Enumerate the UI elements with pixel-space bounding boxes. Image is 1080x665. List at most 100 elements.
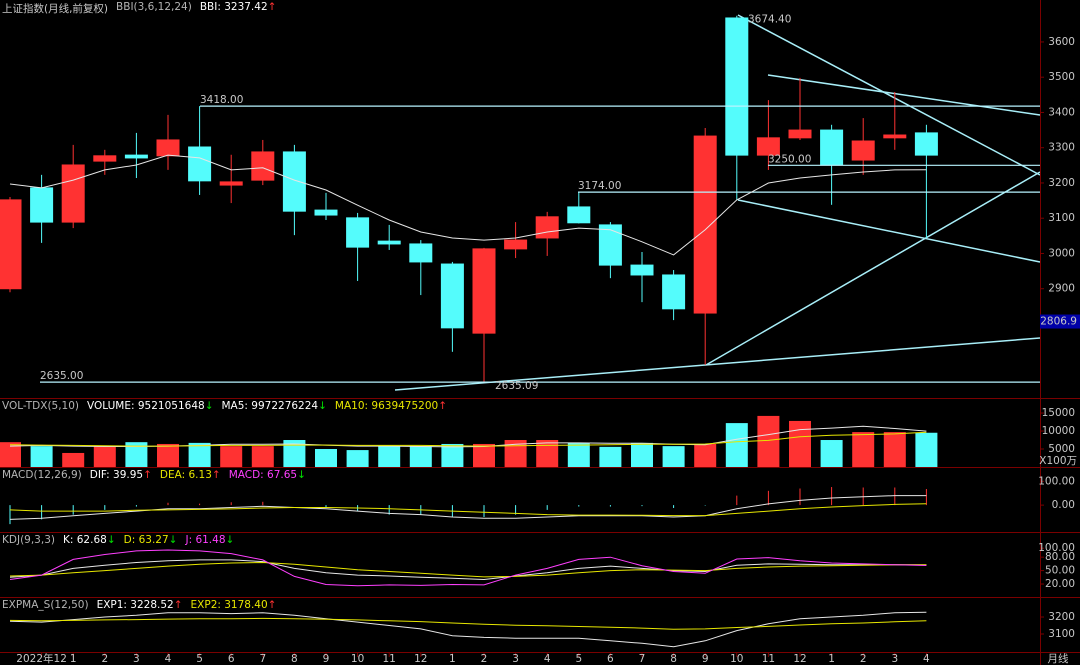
x-tick-label: 1 [70,653,77,665]
legend-text: BBI: 3237.42 [199,1,268,13]
price-level-label: 3174.00 [578,180,621,192]
legend-item: VOL-TDX(5,10) [2,400,79,412]
legend-item: MACD(12,26,9) [2,469,82,481]
y-tick-label: 100.00 [1038,475,1075,487]
indicator-line [9,559,927,581]
volume-bar [789,420,811,467]
y-tick-label: 50.00 [1045,565,1075,577]
candle-body [725,17,749,156]
y-tick-label: 0.00 [1052,499,1075,511]
x-tick-label: 10 [351,653,364,665]
volume-bar [599,446,622,467]
volume-bar [93,446,116,467]
indicator-line [9,617,927,630]
legend-text: EXP1: 3228.52 [96,599,174,611]
pane: 2800290030003100320033003400350036003418… [0,14,1080,392]
candle-body [409,243,433,263]
x-tick-label: 3 [512,653,519,665]
candle-body [93,155,117,162]
security-title: 上证指数(月线,前复权) [2,3,109,15]
price-level-label: 3250.00 [768,153,811,165]
legend-item: BBI: 3237.42↑ [200,1,277,16]
x-tick-label: 2 [481,653,488,665]
candle-body [535,216,559,239]
y-tick-label: 80.00 [1045,551,1075,563]
legend-item: K: 62.68↓ [63,534,116,546]
candle-body [61,164,85,223]
candle-body [630,264,654,276]
indicator-line [9,561,927,578]
extreme-label: 2635.09 [495,380,538,392]
candle-body [124,154,148,159]
legend-item: MACD: 67.65↓ [229,469,306,481]
candle-body [30,187,54,223]
volume-bar [62,452,85,467]
legend-item: VOLUME: 9521051648↓ [87,400,213,412]
indicator-line [9,154,927,256]
y-tick-label: 3500 [1048,71,1075,83]
legend-item: BBI(3,6,12,24) [116,1,192,16]
x-tick-label: 9 [323,653,330,665]
trend-line [767,74,1041,116]
unit-label: X100万 [1039,455,1077,467]
volume-bar [220,446,243,467]
legend-text: MACD(12,26,9) [2,469,82,481]
candle-body [598,224,622,266]
indicator-line [9,425,927,448]
volume-bar [883,432,906,467]
legend-item: DIF: 39.95↑ [90,469,152,481]
volume-bar [188,442,211,467]
y-tick-label: 3300 [1048,142,1075,154]
trend-line [705,171,1041,366]
price-level-label: 2635.00 [40,370,83,382]
legend-text: MA5: 9972276224 [221,400,319,412]
legend-text: VOL-TDX(5,10) [2,400,80,412]
candle-body [914,132,938,156]
x-tick-label: 1 [449,653,456,665]
volume-bar [631,442,653,467]
legend-text: VOLUME: 9521051648 [87,400,205,412]
indicator-line [9,611,927,648]
legend-arrow: ↓ [225,534,235,546]
y-tick-label: 3100 [1048,212,1075,224]
candle-body [756,137,780,156]
volume-bar [157,443,179,467]
volume-bar [694,443,717,467]
pane-legend: MACD(12,26,9) DIF: 39.95↑ DEA: 6.13↑ MACD: … [2,469,306,481]
volume-bar [473,443,495,467]
indicator-line [9,503,927,517]
candle-body [219,181,243,186]
x-tick-label: 11 [383,653,396,665]
x-tick-label: 5 [196,653,203,665]
volume-bar [915,432,938,467]
volume-bar [757,415,780,467]
legend-item: EXPMA_S(12,50) [2,599,89,611]
candle-body [883,134,907,139]
pane-legend: EXPMA_S(12,50) EXP1: 3228.52↑ EXP2: 3178.4… [2,599,276,611]
legend-text: MA10: 9639475200 [334,400,439,412]
candle-body [377,240,401,245]
price-cursor-box [1040,314,1080,329]
volume-bar [378,446,401,467]
legend-arrow: ↓ [106,534,116,546]
pane: 3100 3200 [9,611,1075,648]
candle-body [567,206,591,224]
volume-bar [820,440,843,467]
legend-arrow: ↓ [297,469,306,481]
candle-body [282,151,306,212]
legend-text: BBI(3,6,12,24) [116,1,192,13]
legend-arrow: ↑ [143,469,152,481]
x-tick-label: 11 [762,653,775,665]
legend-text: J: 61.48 [185,534,226,546]
volume-bar [283,440,306,467]
candle-body [693,135,717,314]
candle-body [851,140,875,161]
x-tick-label: 4 [544,653,551,665]
x-tick-label: 4 [165,653,172,665]
legend-item: MA5: 9972276224↓ [222,400,327,412]
y-tick-label: 20.00 [1045,578,1075,590]
price-cursor-label: 2806.9 [1040,316,1077,328]
